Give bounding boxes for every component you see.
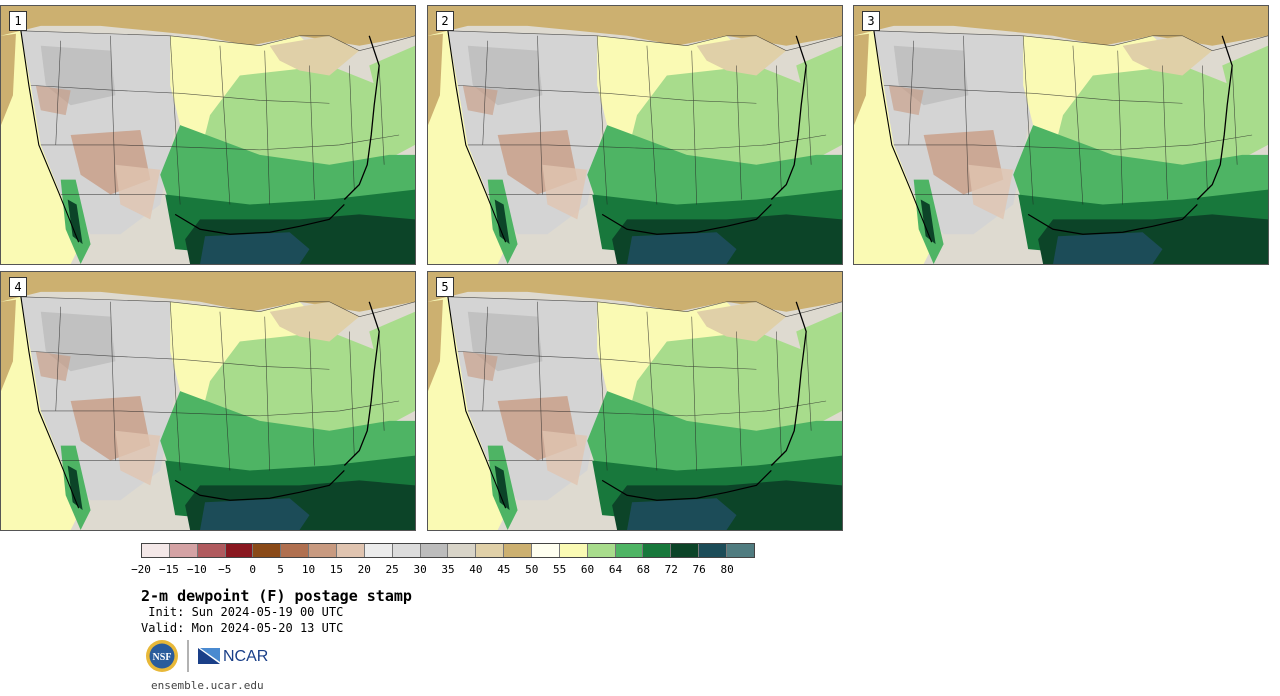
colorbar-swatch <box>225 544 254 557</box>
colorbar-tick-label: 80 <box>720 563 734 576</box>
dewpoint-map <box>1 272 415 530</box>
map-panel-4: 4 <box>0 271 416 531</box>
panel-number: 1 <box>9 11 27 31</box>
colorbar-tick-label: −20 <box>131 563 151 576</box>
colorbar-tick-label: 35 <box>441 563 455 576</box>
colorbar-swatch <box>504 544 533 557</box>
colorbar-swatch <box>281 544 310 557</box>
map-panel-1: 1 <box>0 5 416 265</box>
colorbar-swatch <box>727 544 754 557</box>
colorbar-tick-label: −15 <box>158 563 179 576</box>
colorbar-swatch <box>476 544 505 557</box>
colorbar-swatch <box>559 544 588 557</box>
ncar-logo-text: NCAR <box>223 648 268 665</box>
colorbar-tick-label: 5 <box>277 563 284 576</box>
panel-number: 5 <box>436 277 454 297</box>
colorbar-swatch <box>337 544 365 557</box>
colorbar-tick-label: 30 <box>413 563 427 576</box>
colorbar-swatch <box>615 544 644 557</box>
colorbar-swatch <box>392 544 421 557</box>
colorbar-tick-label: 72 <box>664 563 678 576</box>
colorbar-tick-label: 10 <box>301 563 316 576</box>
colorbar-tick-label: 0 <box>249 563 256 576</box>
colorbar-swatch <box>309 544 338 557</box>
colorbar-swatch <box>253 544 282 557</box>
colorbar-swatch <box>448 544 477 557</box>
dewpoint-map <box>854 6 1268 264</box>
colorbar-tick-label: 64 <box>608 563 623 576</box>
colorbar-swatch <box>169 544 198 557</box>
colorbar-swatch <box>142 544 170 557</box>
nsf-logo: NSF NCAR <box>146 640 268 672</box>
colorbar-tick-label: 45 <box>497 563 511 576</box>
panel-number: 3 <box>862 11 880 31</box>
colorbar-swatch <box>364 544 393 557</box>
colorbar-tick-label: 68 <box>636 563 650 576</box>
logo-group: NSF NCAR <box>145 638 285 674</box>
panel-number: 4 <box>9 277 27 297</box>
dewpoint-map <box>428 6 842 264</box>
colorbar-tick-label: 60 <box>580 563 595 576</box>
colorbar-tick-label: 15 <box>329 563 343 576</box>
colorbar-tick-label: 55 <box>553 563 567 576</box>
colorbar-swatch <box>671 544 700 557</box>
colorbar-tick-label: 76 <box>692 563 706 576</box>
map-panel-5: 5 <box>427 271 843 531</box>
site-url: ensemble.ucar.edu <box>151 679 264 692</box>
dewpoint-map <box>428 272 842 530</box>
nsf-logo-text: NSF <box>153 652 172 663</box>
colorbar-tick-label: −5 <box>218 563 232 576</box>
colorbar-tick-label: 20 <box>357 563 371 576</box>
colorbar-swatch <box>643 544 672 557</box>
plot-title: 2-m dewpoint (F) postage stamp <box>141 587 412 605</box>
valid-time: Valid: Mon 2024-05-20 13 UTC <box>141 621 344 635</box>
dewpoint-colorbar <box>141 543 755 558</box>
colorbar-tick-label: 25 <box>385 563 399 576</box>
colorbar-tick-label: −10 <box>186 563 207 576</box>
dewpoint-map <box>1 6 415 264</box>
colorbar-tick-label: 40 <box>469 563 483 576</box>
colorbar-swatch <box>420 544 449 557</box>
map-panel-3: 3 <box>853 5 1269 265</box>
colorbar-tick-label: 50 <box>525 563 539 576</box>
colorbar-swatch <box>532 544 560 557</box>
map-panel-2: 2 <box>427 5 843 265</box>
colorbar-swatch <box>587 544 616 557</box>
colorbar-swatch <box>699 544 728 557</box>
init-time: Init: Sun 2024-05-19 00 UTC <box>141 605 344 619</box>
colorbar-tick-labels: −20 −15 −10 −5 0 5 10 15 20 25 30 35 40 45 50 55 60 64 68 7… <box>131 563 755 577</box>
colorbar-swatch <box>197 544 226 557</box>
panel-number: 2 <box>436 11 454 31</box>
